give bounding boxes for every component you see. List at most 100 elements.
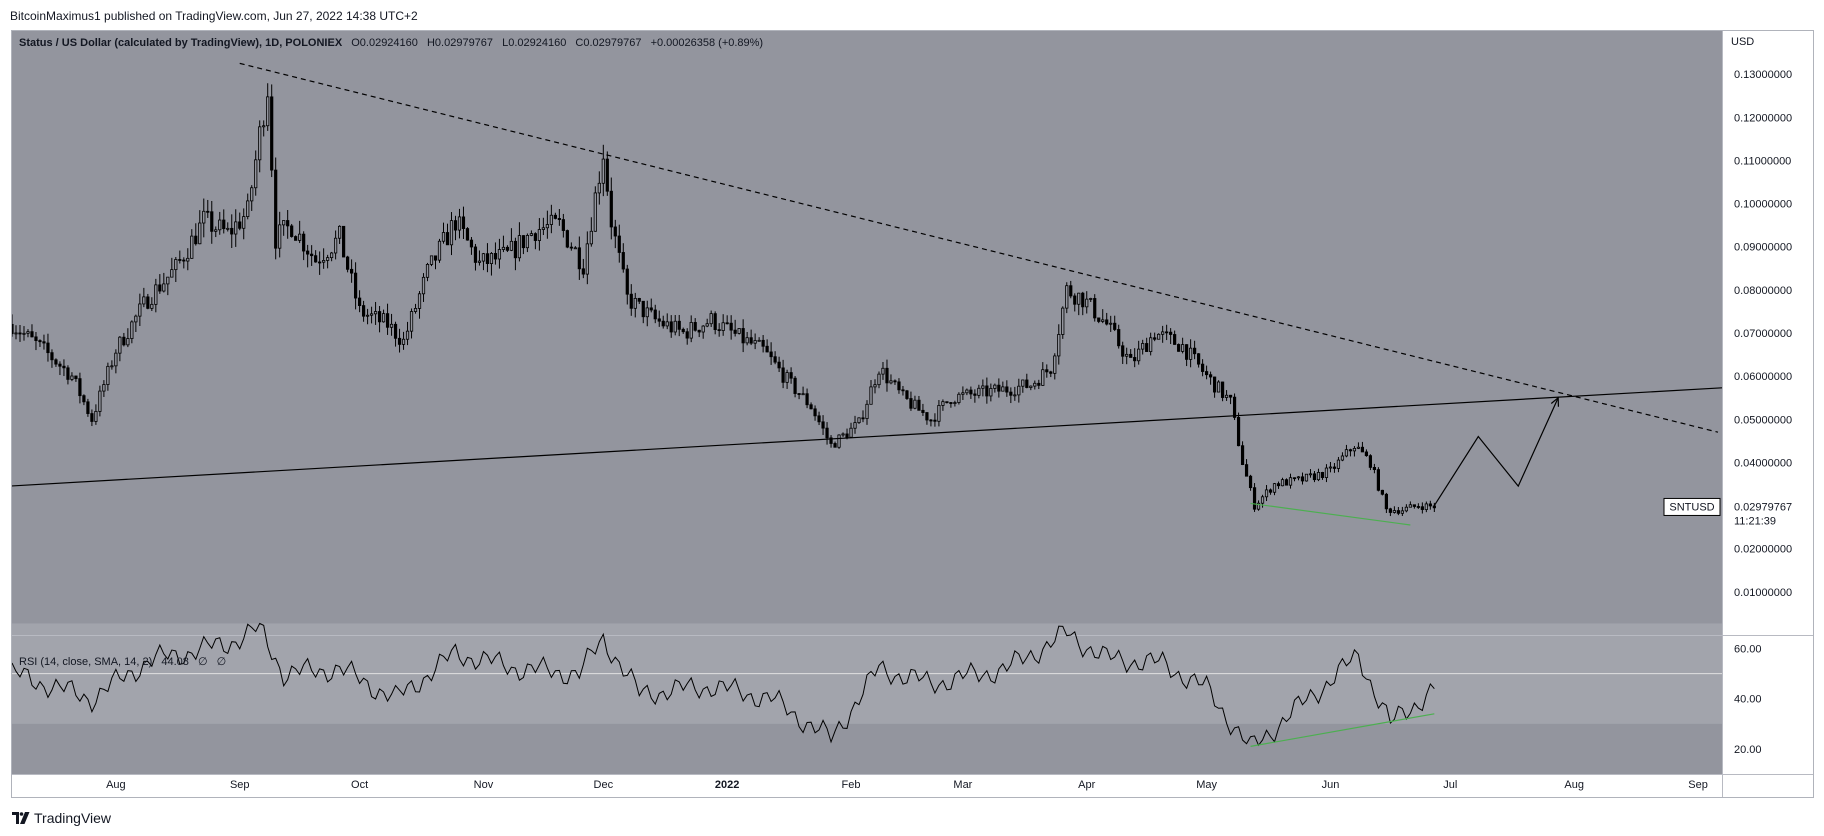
candle[interactable]: [1316, 468, 1321, 482]
candle[interactable]: [897, 378, 901, 394]
candle[interactable]: [1400, 506, 1404, 517]
candle[interactable]: [1236, 412, 1241, 447]
candle[interactable]: [338, 225, 342, 244]
candle[interactable]: [425, 262, 430, 282]
candle[interactable]: [158, 274, 162, 294]
candle[interactable]: [565, 229, 569, 249]
candle[interactable]: [421, 273, 426, 302]
candle[interactable]: [1332, 462, 1337, 473]
candle[interactable]: [1141, 339, 1145, 355]
candle[interactable]: [1268, 488, 1273, 495]
candle[interactable]: [869, 380, 873, 405]
candle[interactable]: [509, 228, 514, 252]
candle[interactable]: [1364, 449, 1369, 457]
candle[interactable]: [429, 255, 434, 267]
candle[interactable]: [1201, 359, 1205, 377]
time-axis[interactable]: Aug Sep Oct Nov Dec 2022 Feb Mar Apr May Jun Jul Aug…: [106, 779, 1708, 791]
candle[interactable]: [214, 226, 218, 238]
candle[interactable]: [473, 243, 478, 271]
candle[interactable]: [1220, 381, 1225, 402]
candle[interactable]: [769, 342, 773, 365]
candle[interactable]: [14, 325, 18, 340]
candle[interactable]: [741, 319, 745, 353]
candle[interactable]: [34, 331, 38, 351]
candle[interactable]: [789, 367, 793, 384]
candle[interactable]: [661, 315, 665, 329]
last-price-label[interactable]: SNTUSD 0.02979767 11:21:39: [1663, 497, 1812, 531]
candle[interactable]: [537, 218, 541, 251]
candle[interactable]: [657, 310, 661, 327]
candle[interactable]: [1101, 309, 1105, 324]
candle[interactable]: [801, 386, 805, 396]
candle[interactable]: [813, 405, 817, 421]
candle[interactable]: [677, 314, 681, 337]
candle[interactable]: [1212, 376, 1217, 398]
candle[interactable]: [965, 388, 969, 396]
trendlines[interactable]: [7, 62, 1723, 526]
candle[interactable]: [833, 441, 837, 448]
candle[interactable]: [821, 415, 825, 435]
candle[interactable]: [525, 233, 529, 253]
candle[interactable]: [266, 83, 270, 131]
candle[interactable]: [302, 231, 306, 261]
candle[interactable]: [577, 236, 581, 280]
candle[interactable]: [1073, 293, 1077, 312]
candle[interactable]: [373, 301, 378, 325]
candle[interactable]: [1053, 353, 1057, 380]
candle[interactable]: [114, 349, 118, 374]
candle[interactable]: [1244, 459, 1249, 477]
candle[interactable]: [861, 410, 865, 423]
candle[interactable]: [1097, 317, 1101, 324]
candle[interactable]: [30, 324, 34, 338]
candle[interactable]: [290, 223, 294, 238]
candle[interactable]: [961, 386, 965, 401]
candle[interactable]: [633, 292, 637, 318]
candle[interactable]: [1009, 387, 1013, 404]
candle[interactable]: [310, 245, 314, 266]
candle[interactable]: [106, 362, 110, 391]
candle[interactable]: [330, 251, 334, 262]
candle[interactable]: [737, 328, 741, 335]
candle[interactable]: [1300, 472, 1305, 485]
candle[interactable]: [377, 306, 382, 333]
candle[interactable]: [781, 359, 785, 389]
candle[interactable]: [1145, 337, 1149, 352]
candle[interactable]: [857, 417, 861, 424]
candle[interactable]: [441, 222, 446, 244]
candle[interactable]: [1432, 502, 1436, 513]
candle[interactable]: [953, 400, 957, 407]
candle[interactable]: [1065, 282, 1069, 314]
candle[interactable]: [350, 259, 354, 283]
candle[interactable]: [230, 214, 234, 248]
candle[interactable]: [733, 319, 737, 337]
tradingview-logo[interactable]: TradingView: [12, 810, 111, 826]
candle[interactable]: [533, 232, 537, 250]
candle[interactable]: [837, 434, 841, 449]
candle[interactable]: [1248, 474, 1253, 491]
candle[interactable]: [941, 399, 945, 411]
candle[interactable]: [1089, 297, 1093, 303]
candle[interactable]: [1280, 477, 1285, 487]
candle[interactable]: [609, 177, 613, 240]
candle[interactable]: [865, 400, 869, 425]
candle[interactable]: [1388, 507, 1392, 517]
candle[interactable]: [1428, 500, 1432, 510]
candle[interactable]: [1252, 483, 1257, 512]
candle[interactable]: [242, 208, 246, 240]
candle[interactable]: [58, 361, 62, 376]
candle[interactable]: [1224, 390, 1229, 401]
candle[interactable]: [1181, 337, 1185, 354]
candle[interactable]: [885, 359, 889, 392]
candle[interactable]: [369, 306, 374, 324]
candle[interactable]: [709, 310, 713, 328]
candle[interactable]: [1001, 381, 1005, 392]
candle[interactable]: [893, 379, 897, 385]
candle[interactable]: [1013, 386, 1017, 401]
candle[interactable]: [637, 297, 641, 304]
candle[interactable]: [881, 361, 885, 380]
candle[interactable]: [785, 369, 789, 389]
candle[interactable]: [1376, 467, 1381, 492]
candle[interactable]: [469, 236, 474, 255]
candle[interactable]: [38, 339, 42, 347]
candle[interactable]: [1404, 504, 1408, 513]
